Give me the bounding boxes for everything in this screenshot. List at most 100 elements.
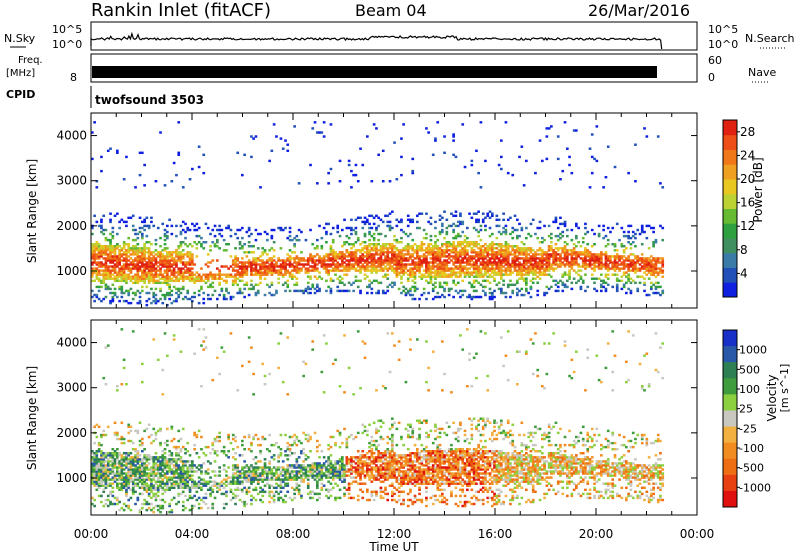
heatmap-cell: [543, 251, 546, 254]
heatmap-cell: [297, 257, 301, 260]
heatmap-cell: [352, 255, 355, 258]
heatmap-cell: [197, 502, 201, 506]
heatmap-cell: [104, 259, 108, 262]
date-title: 26/Mar/2016: [588, 1, 690, 20]
heatmap-cell: [134, 460, 137, 463]
heatmap-cell: [186, 267, 190, 270]
heatmap-cell: [384, 234, 387, 238]
heatmap-cell: [293, 245, 296, 248]
heatmap-cell: [479, 224, 483, 228]
heatmap-cell: [479, 255, 483, 258]
heatmap-cell: [545, 251, 549, 254]
heatmap-cell: [247, 287, 251, 291]
heatmap-cell: [118, 253, 121, 256]
heatmap-cell: [186, 253, 190, 256]
heatmap-cell: [622, 267, 626, 270]
heatmap-cell: [188, 257, 192, 260]
heatmap-cell: [122, 476, 126, 479]
heatmap-cell: [372, 216, 376, 220]
heatmap-cell: [484, 273, 487, 276]
heatmap-cell: [231, 259, 235, 262]
heatmap-cell: [168, 458, 171, 461]
heatmap-cell: [411, 220, 415, 224]
heatmap-cell: [116, 389, 119, 392]
heatmap-cell: [104, 468, 108, 471]
heatmap-cell: [159, 462, 162, 465]
heatmap-cell: [511, 283, 515, 287]
heatmap-cell: [104, 454, 108, 457]
heatmap-cell: [131, 448, 135, 451]
heatmap-cell: [202, 153, 206, 157]
heatmap-cell: [463, 253, 467, 256]
heatmap-cell: [472, 281, 476, 285]
heatmap-cell: [147, 265, 151, 268]
heatmap-cell: [438, 259, 442, 262]
heatmap-cell: [452, 236, 455, 240]
heatmap-cell: [118, 460, 121, 463]
heatmap-cell: [120, 253, 124, 256]
heatmap-cell: [295, 263, 299, 266]
heatmap-cell: [563, 245, 567, 248]
heatmap-cell: [661, 265, 665, 268]
heatmap-cell: [266, 283, 269, 287]
heatmap-cell: [297, 182, 301, 185]
heatmap-cell: [116, 255, 119, 258]
heatmap-cell: [111, 234, 115, 238]
heatmap-cell: [354, 257, 358, 260]
heatmap-cell: [429, 238, 433, 242]
heatmap-cell: [179, 472, 183, 475]
heatmap-cell: [475, 241, 478, 244]
heatmap-cell: [395, 255, 399, 258]
heatmap-cell: [163, 279, 167, 283]
heatmap-cell: [100, 462, 103, 465]
heatmap-cell: [513, 255, 517, 258]
heatmap-cell: [97, 261, 101, 264]
heatmap-cell: [120, 383, 124, 386]
heatmap-cell: [516, 257, 519, 260]
heatmap-cell: [484, 291, 487, 295]
heatmap-cell: [125, 480, 128, 483]
heatmap-cell: [150, 441, 153, 445]
heatmap-cell: [590, 245, 594, 248]
heatmap-cell: [475, 269, 478, 272]
heatmap-cell: [279, 228, 283, 232]
heatmap-cell: [400, 265, 403, 268]
heatmap-cell: [106, 149, 110, 153]
heatmap-cell: [334, 267, 337, 270]
heatmap-cell: [93, 468, 96, 471]
heatmap-cell: [311, 269, 315, 272]
heatmap-cell: [177, 429, 181, 433]
heatmap-cell: [556, 259, 560, 262]
heatmap-cell: [254, 273, 258, 276]
heatmap-cell: [495, 236, 499, 240]
heatmap-cell: [204, 484, 208, 487]
heatmap-cell: [288, 255, 292, 258]
heatmap-cell: [97, 448, 101, 451]
heatmap-cell: [163, 269, 167, 272]
heatmap-cell: [109, 299, 112, 303]
heatmap-cell: [445, 247, 449, 250]
heatmap-cell: [336, 265, 340, 268]
heatmap-cell: [500, 247, 503, 250]
heatmap-cell: [597, 234, 601, 238]
heatmap-cell: [134, 253, 137, 256]
heatmap-cell: [434, 295, 437, 299]
heatmap-cell: [120, 466, 124, 469]
noise-left-tick-high: 10^5: [52, 23, 82, 36]
heatmap-cell: [561, 283, 565, 287]
heatmap-cell: [306, 263, 310, 266]
heatmap-cell: [509, 267, 512, 270]
heatmap-cell: [461, 257, 465, 260]
heatmap-cell: [236, 263, 240, 266]
heatmap-cell: [481, 245, 485, 248]
heatmap-cell: [245, 261, 249, 264]
heatmap-cell: [252, 263, 255, 266]
heatmap-cell: [197, 429, 201, 433]
heatmap-cell: [97, 285, 101, 289]
heatmap-cell: [211, 281, 215, 285]
heatmap-cell: [234, 269, 237, 272]
heatmap-cell: [245, 265, 249, 268]
heatmap-cell: [177, 269, 181, 272]
heatmap-cell: [188, 470, 192, 473]
heatmap-cell: [477, 253, 480, 256]
